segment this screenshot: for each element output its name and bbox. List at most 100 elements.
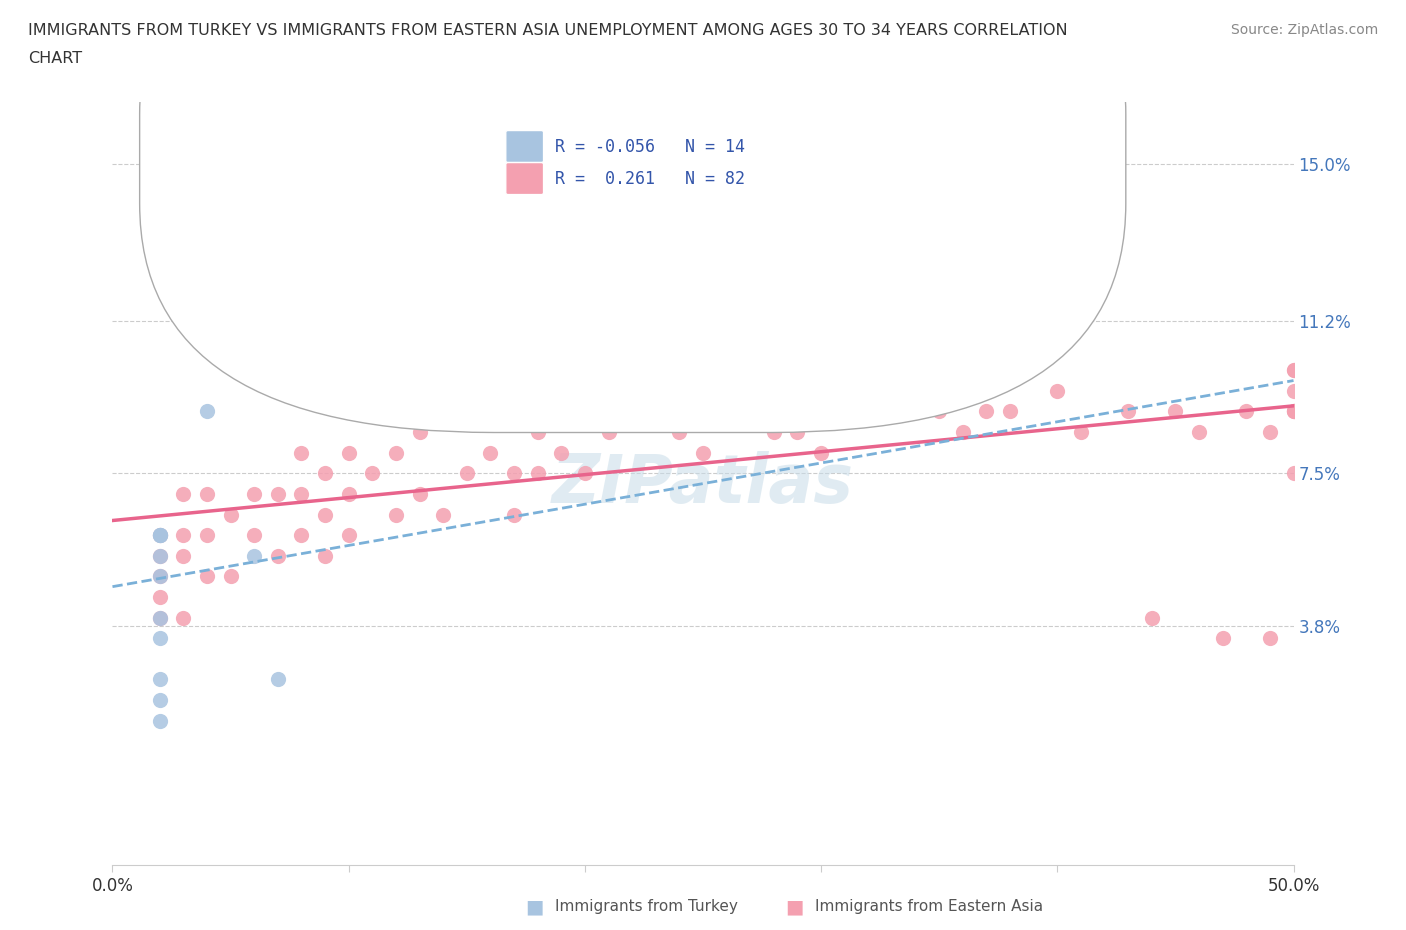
FancyBboxPatch shape bbox=[139, 0, 1126, 432]
Point bbox=[1282, 404, 1305, 418]
Point bbox=[810, 383, 832, 398]
Point bbox=[740, 363, 762, 378]
Point bbox=[1212, 631, 1234, 645]
Point bbox=[1164, 404, 1187, 418]
Point bbox=[172, 486, 194, 501]
Text: ■: ■ bbox=[524, 897, 544, 916]
Point bbox=[432, 507, 454, 522]
Point bbox=[998, 404, 1021, 418]
Point bbox=[1282, 363, 1305, 378]
FancyBboxPatch shape bbox=[506, 130, 544, 163]
Text: Immigrants from Eastern Asia: Immigrants from Eastern Asia bbox=[815, 899, 1043, 914]
Point bbox=[149, 569, 172, 584]
Point bbox=[1258, 425, 1281, 440]
Point bbox=[149, 527, 172, 542]
Point bbox=[149, 569, 172, 584]
FancyBboxPatch shape bbox=[506, 163, 544, 194]
Point bbox=[1070, 425, 1092, 440]
Point bbox=[267, 486, 290, 501]
Point bbox=[149, 527, 172, 542]
Point bbox=[1282, 466, 1305, 481]
Point bbox=[574, 466, 596, 481]
Point bbox=[408, 486, 430, 501]
Point bbox=[928, 404, 950, 418]
Point bbox=[149, 527, 172, 542]
Point bbox=[1116, 404, 1139, 418]
Point bbox=[149, 672, 172, 687]
Point bbox=[243, 486, 266, 501]
Point bbox=[621, 404, 644, 418]
Point bbox=[692, 383, 714, 398]
Point bbox=[290, 486, 312, 501]
Text: R =  0.261   N = 82: R = 0.261 N = 82 bbox=[555, 169, 745, 188]
Point bbox=[456, 466, 478, 481]
Point bbox=[880, 404, 903, 418]
Point bbox=[314, 549, 336, 564]
Point bbox=[337, 527, 360, 542]
Text: ■: ■ bbox=[785, 897, 804, 916]
Point bbox=[243, 549, 266, 564]
Point bbox=[195, 486, 218, 501]
Text: Immigrants from Turkey: Immigrants from Turkey bbox=[555, 899, 738, 914]
Point bbox=[149, 693, 172, 708]
Point bbox=[149, 610, 172, 625]
Point bbox=[834, 363, 856, 378]
Point bbox=[149, 590, 172, 604]
Point bbox=[526, 425, 548, 440]
Point bbox=[195, 404, 218, 418]
Point bbox=[149, 527, 172, 542]
Point bbox=[385, 445, 408, 460]
Text: ZIPatlas: ZIPatlas bbox=[553, 451, 853, 516]
Point bbox=[479, 445, 502, 460]
Point bbox=[290, 527, 312, 542]
Point bbox=[290, 445, 312, 460]
Point bbox=[668, 425, 690, 440]
Point bbox=[1140, 610, 1163, 625]
Point bbox=[243, 527, 266, 542]
Point bbox=[762, 425, 785, 440]
Point bbox=[692, 445, 714, 460]
Text: R = -0.056   N = 14: R = -0.056 N = 14 bbox=[555, 138, 745, 155]
Point bbox=[456, 404, 478, 418]
Point bbox=[149, 610, 172, 625]
Point bbox=[149, 713, 172, 728]
Point bbox=[337, 445, 360, 460]
Point bbox=[503, 507, 526, 522]
Text: IMMIGRANTS FROM TURKEY VS IMMIGRANTS FROM EASTERN ASIA UNEMPLOYMENT AMONG AGES 3: IMMIGRANTS FROM TURKEY VS IMMIGRANTS FRO… bbox=[28, 23, 1067, 38]
Point bbox=[1282, 404, 1305, 418]
Point bbox=[952, 425, 974, 440]
Point bbox=[149, 549, 172, 564]
Point bbox=[526, 466, 548, 481]
Point bbox=[904, 383, 927, 398]
Point bbox=[219, 569, 242, 584]
Point bbox=[644, 383, 666, 398]
Point bbox=[314, 507, 336, 522]
Text: Source: ZipAtlas.com: Source: ZipAtlas.com bbox=[1230, 23, 1378, 37]
Point bbox=[858, 383, 880, 398]
Point bbox=[267, 549, 290, 564]
Point bbox=[219, 507, 242, 522]
Point bbox=[1046, 383, 1069, 398]
Text: CHART: CHART bbox=[28, 51, 82, 66]
Point bbox=[195, 569, 218, 584]
Point bbox=[598, 425, 620, 440]
Point bbox=[550, 445, 572, 460]
Point bbox=[716, 404, 738, 418]
Point bbox=[810, 445, 832, 460]
Point bbox=[976, 404, 998, 418]
Point bbox=[1282, 383, 1305, 398]
Point bbox=[385, 507, 408, 522]
Point bbox=[172, 527, 194, 542]
Point bbox=[172, 301, 194, 316]
Point bbox=[361, 466, 384, 481]
Point bbox=[149, 549, 172, 564]
Point bbox=[337, 486, 360, 501]
Point bbox=[267, 672, 290, 687]
Point bbox=[1282, 363, 1305, 378]
Point bbox=[314, 466, 336, 481]
Point bbox=[786, 425, 808, 440]
Point bbox=[149, 631, 172, 645]
Point bbox=[1234, 404, 1257, 418]
Point bbox=[172, 610, 194, 625]
Point bbox=[1282, 404, 1305, 418]
